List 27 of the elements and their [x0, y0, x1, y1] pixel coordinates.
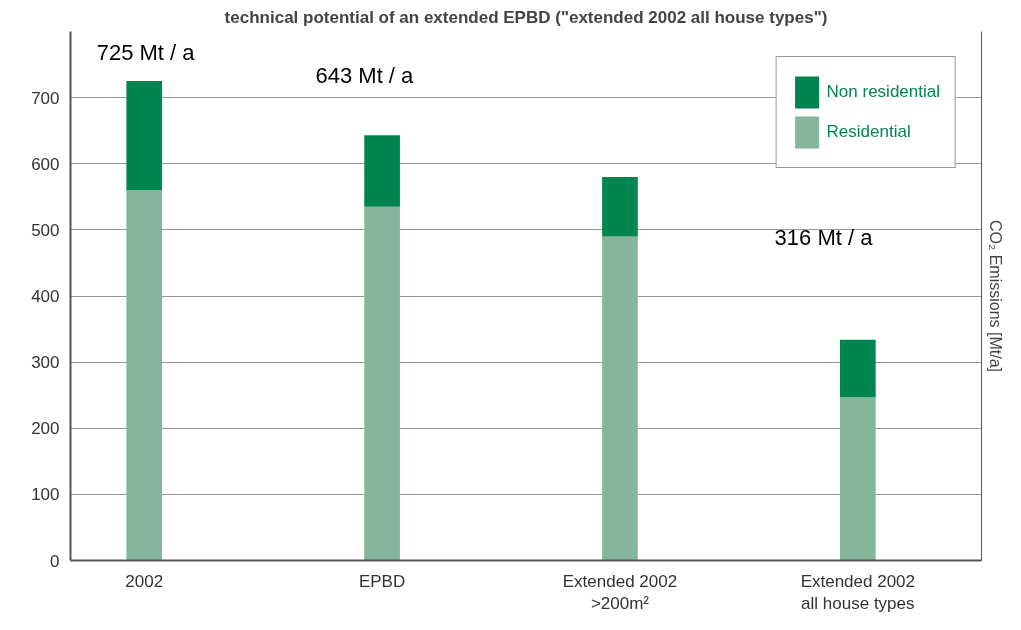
bar — [602, 236, 638, 561]
legend-label: Non residential — [826, 82, 940, 102]
x-tick-label: Extended 2002 >200m² — [562, 571, 678, 614]
bar — [602, 176, 638, 237]
y-tick-label: 200 — [31, 419, 60, 439]
annotation: 725 Mt / a — [96, 39, 196, 65]
bar — [364, 206, 400, 561]
bar — [839, 397, 876, 561]
y2-axis-title: CO₂ Emissions [Mt/a] — [986, 219, 1004, 373]
x-tick-label: 2002 — [125, 571, 164, 591]
y-tick-label: 400 — [31, 287, 60, 306]
y-tick-label: 700 — [31, 88, 60, 108]
y-tick-label: 100 — [31, 485, 60, 505]
bar — [839, 339, 876, 398]
y-tick-label: 500 — [31, 220, 60, 240]
annotation: 643 Mt / a — [315, 62, 415, 88]
y-tick-label: 0 — [50, 551, 60, 571]
x-tick-label: Extended 2002 all house types — [800, 571, 916, 614]
y-tick-label: 600 — [31, 154, 60, 174]
bar — [364, 135, 400, 207]
x-tick-label: EPBD — [358, 571, 406, 591]
annotation: 316 Mt / a — [774, 224, 874, 250]
chart-title: technical potential of an extended EPBD ("extended 2002 all house types") — [224, 7, 828, 27]
y-tick-label: 300 — [31, 353, 60, 373]
bar — [126, 81, 163, 191]
bar — [126, 190, 163, 561]
legend-label: Residential — [826, 122, 911, 142]
